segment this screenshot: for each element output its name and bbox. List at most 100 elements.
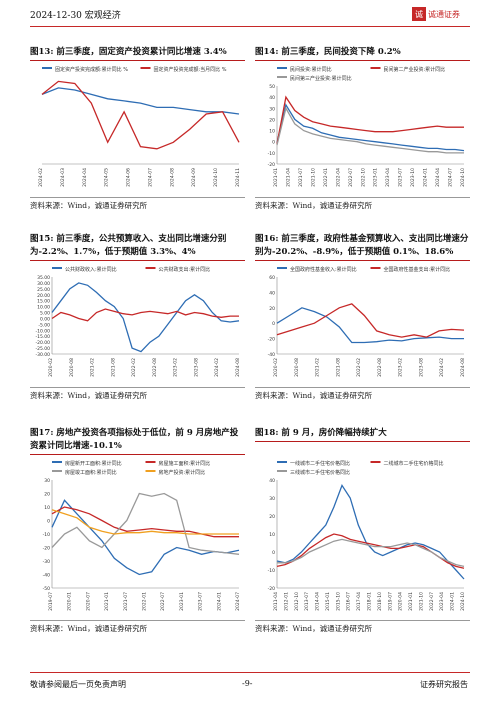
x-tick-label: 2024-10 bbox=[213, 168, 219, 187]
y-tick-label: -20.00 bbox=[35, 340, 50, 346]
x-tick-label: 2023-04 bbox=[385, 168, 391, 187]
y-tick-label: -50 bbox=[43, 586, 50, 592]
series-line-1 bbox=[41, 87, 240, 115]
x-tick-label: 2024-04 bbox=[435, 168, 441, 187]
x-tick-label: 2012-10 bbox=[294, 592, 300, 611]
fig15-title: 图15: 前三季度，公共预算收入、支出同比增速分别为-2.2%、1.7%，低于预… bbox=[30, 234, 227, 257]
y-tick-label: -40 bbox=[43, 573, 50, 579]
fig16-chart: 全国政府性基金收入:累计同比 全国政府性基金支出:累计同比 60 40 20 0 -20 -4… bbox=[268, 266, 466, 377]
y-tick-label: -20 bbox=[268, 586, 275, 592]
legend-label: 固定资产投资完成额:累计同比 % bbox=[55, 66, 128, 73]
fig13-title: 图13: 前三季度，固定资产投资累计同比增速 3.4% bbox=[30, 47, 227, 57]
y-tick-label: 25.00 bbox=[37, 287, 50, 293]
x-tick-label: 2019-07 bbox=[387, 592, 393, 611]
x-tick-label: 2014-04 bbox=[315, 592, 321, 611]
x-tick-label: 2021-01 bbox=[273, 168, 279, 187]
fig16-title-rule bbox=[255, 260, 470, 261]
x-tick-label: 2016-07 bbox=[346, 592, 352, 611]
x-tick-label: 2024-05 bbox=[104, 168, 110, 187]
y-tick-label: 20.00 bbox=[37, 293, 50, 299]
x-tick-label: 2020-02 bbox=[48, 358, 54, 377]
fig15-title-rule bbox=[30, 260, 245, 261]
x-tick-label: 2023-01 bbox=[179, 592, 185, 611]
y-tick-label: 0 bbox=[272, 321, 275, 327]
legend-label: 房屋施工面积:累计同比 bbox=[159, 460, 211, 467]
x-tick-label: 2024-11 bbox=[235, 168, 241, 187]
y-tick-label: 30 bbox=[269, 106, 275, 112]
y-tick-label: 20 bbox=[269, 117, 275, 123]
x-tick-label: 2024-02 bbox=[38, 168, 44, 187]
y-tick-label: 40 bbox=[269, 290, 275, 296]
x-tick-label: 2021-07 bbox=[123, 592, 129, 611]
x-tick-label: 2024-08 bbox=[235, 358, 241, 377]
legend-label: 公共财政收入:累计同比 bbox=[65, 266, 117, 273]
fig17-title-rule bbox=[30, 454, 245, 455]
x-tick-label: 2011-04 bbox=[273, 592, 279, 611]
y-tick-label: 0.00 bbox=[40, 316, 50, 322]
legend-label: 房屋新开工面积:累计同比 bbox=[65, 460, 122, 467]
fig16-source-rule bbox=[255, 387, 470, 388]
x-tick-label: 2023-10 bbox=[410, 168, 416, 187]
legend-label: 民间第二产业投资:累计同比 bbox=[384, 66, 446, 73]
x-tick-label: 2020-08 bbox=[294, 358, 300, 377]
brand-logo: 诚 诚通证券 bbox=[412, 6, 466, 22]
x-tick-label: 2021-04 bbox=[285, 168, 291, 187]
series-line-1 bbox=[51, 499, 240, 576]
x-tick-label: 2022-07 bbox=[160, 592, 166, 611]
series-line-1 bbox=[51, 282, 240, 353]
x-tick-label: 2023-04 bbox=[439, 592, 445, 611]
x-tick-label: 2023-01 bbox=[373, 168, 379, 187]
series-line-2 bbox=[276, 533, 465, 569]
series-line-1 bbox=[276, 103, 465, 152]
fig16-title: 图16: 前三季度，政府性基金预算收入、支出同比增速分别为-20.2%、-8.9… bbox=[255, 234, 469, 257]
x-tick-label: 2023-08 bbox=[418, 358, 424, 377]
y-tick-label: 20 bbox=[269, 514, 275, 520]
series-line-3 bbox=[277, 538, 465, 568]
x-tick-label: 2021-08 bbox=[110, 358, 116, 377]
y-tick-label: -30 bbox=[43, 559, 50, 565]
x-tick-label: 2020-04 bbox=[398, 592, 404, 611]
x-tick-label: 2021-02 bbox=[315, 358, 321, 377]
legend-label: 公共财政支出:累计同比 bbox=[159, 266, 211, 273]
x-tick-label: 2015-01 bbox=[325, 592, 331, 611]
x-tick-label: 2022-08 bbox=[377, 358, 383, 377]
fig15-source-rule bbox=[30, 387, 245, 388]
y-tick-label: -20 bbox=[268, 162, 275, 168]
fig14-source-rule bbox=[255, 197, 470, 198]
x-tick-label: 2024-08 bbox=[460, 358, 466, 377]
fig16-source: 资料来源：Wind，诚通证券研究所 bbox=[255, 391, 373, 400]
x-tick-label: 2024-07 bbox=[448, 168, 454, 187]
x-tick-label: 2015-10 bbox=[335, 592, 341, 611]
fig17-source: 资料来源：Wind，诚通证券研究所 bbox=[30, 624, 148, 633]
x-tick-label: 2022-10 bbox=[360, 168, 366, 187]
footer-disclaimer[interactable]: 敬请参阅最后一页免责声明 bbox=[30, 680, 126, 689]
x-tick-label: 2024-02 bbox=[214, 358, 220, 377]
x-tick-label: 2023-08 bbox=[193, 358, 199, 377]
y-tick-label: 0 bbox=[272, 550, 275, 556]
x-tick-label: 2024-01 bbox=[216, 592, 222, 611]
y-tick-label: 30 bbox=[269, 496, 275, 502]
x-tick-label: 2021-01 bbox=[104, 592, 110, 611]
x-tick-label: 2022-08 bbox=[152, 358, 158, 377]
logo-mark-icon: 诚 bbox=[412, 7, 426, 21]
fig13-source-rule bbox=[30, 197, 245, 198]
x-tick-label: 2023-02 bbox=[398, 358, 404, 377]
logo-text: 诚通证券 bbox=[428, 9, 460, 19]
x-tick-label: 2020-02 bbox=[273, 358, 279, 377]
legend-label: 全国政府性基金支出:累计同比 bbox=[384, 266, 451, 273]
fig18-source: 资料来源：Wind，诚通证券研究所 bbox=[255, 624, 373, 633]
x-tick-label: 2022-02 bbox=[131, 358, 137, 377]
y-tick-label: -10.00 bbox=[35, 328, 50, 334]
legend-label: 民间第三产业投资:累计同比 bbox=[290, 75, 352, 82]
legend-label: 三线城市二手住宅价格同比 bbox=[290, 469, 350, 476]
series-line-2 bbox=[51, 308, 239, 322]
y-tick-label: -5.00 bbox=[38, 322, 50, 328]
y-tick-label: -10 bbox=[43, 532, 50, 538]
fig18-title-rule bbox=[255, 441, 470, 442]
series-line-2 bbox=[41, 80, 240, 150]
x-tick-label: 2018-01 bbox=[367, 592, 373, 611]
y-tick-label: 60 bbox=[269, 275, 275, 281]
